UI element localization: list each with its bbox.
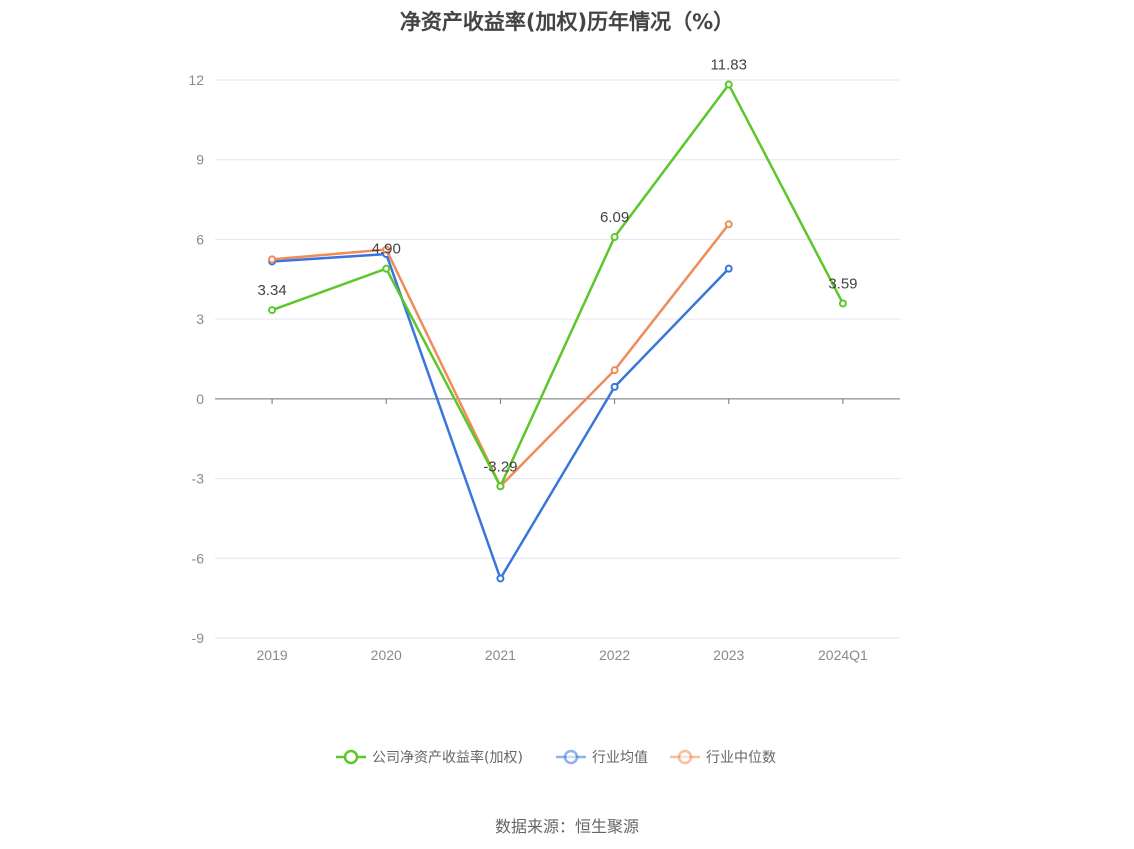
y-tick-label: 6 <box>196 231 204 247</box>
series-line <box>271 83 845 488</box>
data-point[interactable] <box>610 233 619 242</box>
x-tick-label: 2024Q1 <box>818 647 868 663</box>
y-tick-label: 0 <box>196 391 204 407</box>
data-label: -3.29 <box>483 458 517 475</box>
y-tick-label: 12 <box>188 72 204 88</box>
x-tick-label: 2021 <box>485 647 516 663</box>
legend[interactable]: 公司净资产收益率(加权) 行业均值 行业中位数 <box>336 749 776 766</box>
x-tick-label: 2020 <box>371 647 402 663</box>
data-point[interactable] <box>268 255 277 264</box>
y-tick-label: -3 <box>192 471 205 487</box>
legend-label: 行业中位数 <box>706 750 776 766</box>
data-label: 3.59 <box>828 275 857 292</box>
series-lines <box>268 80 847 583</box>
legend-marker <box>677 749 693 765</box>
data-point[interactable] <box>724 264 733 273</box>
data-labels: 3.34 4.90 -3.29 6.09 11.83 3.59 <box>257 57 857 476</box>
data-point[interactable] <box>838 299 847 308</box>
series-line <box>271 223 730 488</box>
x-axis <box>215 398 900 404</box>
grid-lines <box>215 79 900 639</box>
data-point[interactable] <box>724 220 733 229</box>
x-tick-label: 2019 <box>257 647 288 663</box>
data-source-note: 数据来源：恒生聚源 <box>494 817 639 836</box>
x-tick-label: 2023 <box>713 647 744 663</box>
data-label: 4.90 <box>372 241 401 258</box>
data-point[interactable] <box>268 306 277 315</box>
data-point[interactable] <box>382 264 391 273</box>
data-point[interactable] <box>724 80 733 89</box>
legend-label: 行业均值 <box>592 750 648 766</box>
data-point[interactable] <box>496 482 505 491</box>
y-tick-label: -6 <box>192 550 205 566</box>
data-point[interactable] <box>610 366 619 375</box>
chart-title: 净资产收益率(加权)历年情况（%） <box>399 10 735 34</box>
series-line <box>272 252 730 580</box>
legend-marker <box>343 749 359 765</box>
y-tick-label: 3 <box>196 311 204 327</box>
x-tick-label: 2022 <box>599 647 630 663</box>
data-label: 3.34 <box>257 282 286 299</box>
data-point[interactable] <box>382 245 391 254</box>
y-axis-ticks: 12 9 6 3 0 -3 -6 -9 <box>188 72 204 646</box>
legend-marker <box>563 749 579 765</box>
y-tick-label: 9 <box>196 152 204 168</box>
legend-item[interactable]: 行业中位数 <box>670 749 776 766</box>
y-tick-label: -9 <box>192 630 205 646</box>
legend-label: 公司净资产收益率(加权) <box>372 749 523 766</box>
legend-item[interactable]: 行业均值 <box>556 749 648 766</box>
x-axis-ticks: 2019 2020 2021 2022 2023 2024Q1 <box>257 647 869 663</box>
data-label: 6.09 <box>600 209 629 226</box>
data-point[interactable] <box>610 382 619 391</box>
legend-item[interactable]: 公司净资产收益率(加权) <box>336 749 523 766</box>
data-label: 11.83 <box>711 57 747 74</box>
data-point[interactable] <box>496 574 505 583</box>
